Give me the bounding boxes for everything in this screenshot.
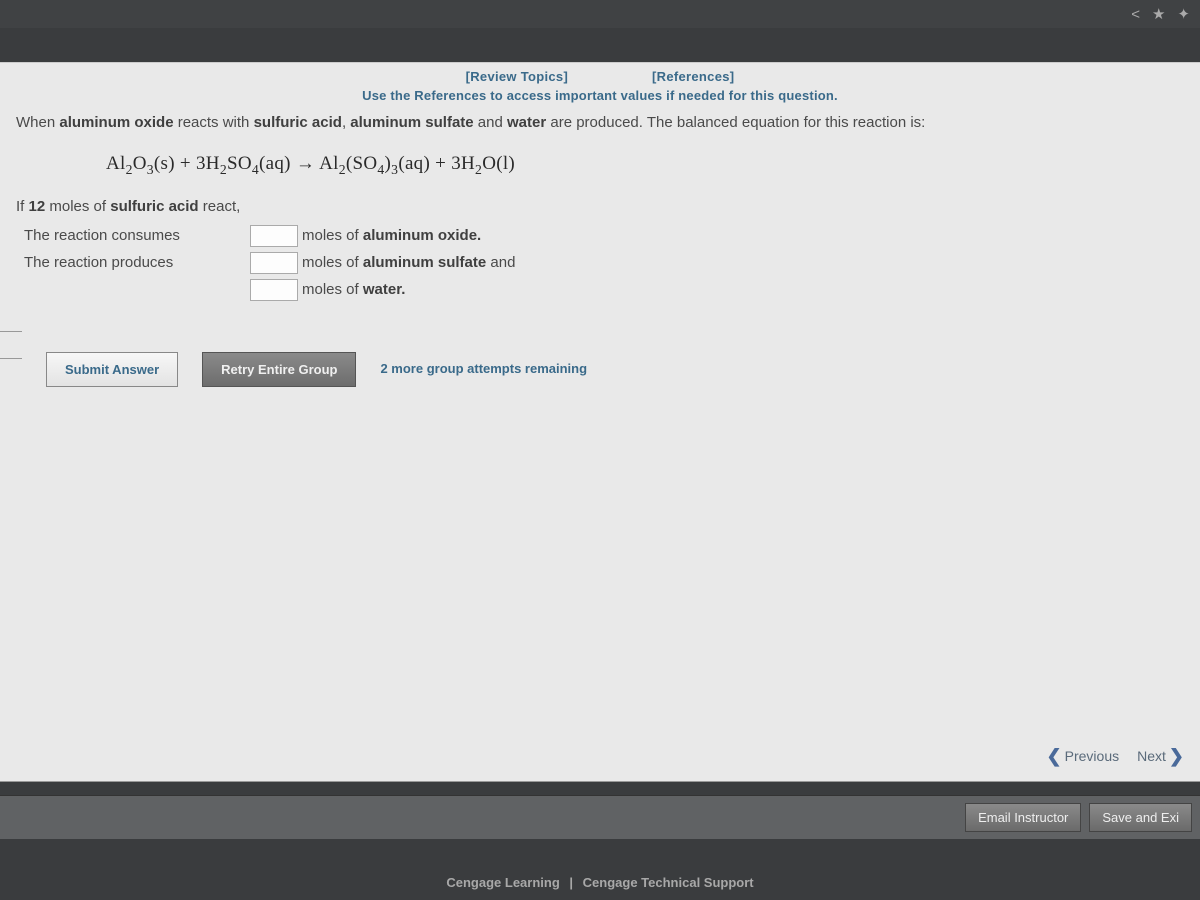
top-links: [Review Topics] [References] xyxy=(0,63,1200,84)
question-intro: When aluminum oxide reacts with sulfuric… xyxy=(16,111,1184,135)
references-link[interactable]: [References] xyxy=(652,69,734,84)
footer-separator: | xyxy=(569,875,573,890)
aluminum-sulfate-after: moles of aluminum sulfate and xyxy=(302,251,515,275)
bottom-toolbar: Email Instructor Save and Exi xyxy=(0,795,1200,839)
water-input[interactable] xyxy=(250,279,298,301)
review-topics-link[interactable]: [Review Topics] xyxy=(466,69,569,84)
chevron-left-icon: ❮ xyxy=(1047,747,1062,765)
question-condition: If 12 moles of sulfuric acid react, xyxy=(16,195,1184,219)
chevron-right-icon: ❯ xyxy=(1169,747,1184,765)
water-after: moles of water. xyxy=(302,278,405,302)
produces-label: The reaction produces xyxy=(16,251,250,275)
next-button[interactable]: Next ❯ xyxy=(1137,747,1184,765)
retry-group-button[interactable]: Retry Entire Group xyxy=(202,352,356,387)
answer-blanks: The reaction consumes moles of aluminum … xyxy=(16,223,1184,304)
footer-links: Cengage Learning | Cengage Technical Sup… xyxy=(0,875,1200,890)
aluminum-sulfate-input[interactable] xyxy=(250,252,298,274)
cengage-support-link[interactable]: Cengage Technical Support xyxy=(583,875,754,890)
browser-ext-icon[interactable]: ✦ xyxy=(1177,5,1190,23)
question-panel: [Review Topics] [References] Use the Ref… xyxy=(0,62,1200,782)
aluminum-oxide-input[interactable] xyxy=(250,225,298,247)
submit-answer-button[interactable]: Submit Answer xyxy=(46,352,178,387)
save-and-exit-button[interactable]: Save and Exi xyxy=(1089,803,1192,832)
browser-back-icon[interactable]: < xyxy=(1131,6,1140,23)
cengage-learning-link[interactable]: Cengage Learning xyxy=(446,875,559,890)
action-row: Submit Answer Retry Entire Group 2 more … xyxy=(16,352,1184,387)
email-instructor-button[interactable]: Email Instructor xyxy=(965,803,1081,832)
pagination: ❮ Previous Next ❯ xyxy=(1047,747,1184,765)
previous-button[interactable]: ❮ Previous xyxy=(1047,747,1120,765)
browser-top-bar: < ★ ✦ xyxy=(0,0,1200,28)
balanced-equation: Al2O3(s) + 3H2SO4(aq) → Al2(SO4)3(aq) + … xyxy=(106,149,1184,181)
next-label: Next xyxy=(1137,748,1166,764)
aluminum-oxide-after: moles of aluminum oxide. xyxy=(302,224,481,248)
references-instruction: Use the References to access important v… xyxy=(0,88,1200,103)
browser-star-icon[interactable]: ★ xyxy=(1152,5,1165,23)
attempts-remaining: 2 more group attempts remaining xyxy=(380,359,587,380)
previous-label: Previous xyxy=(1065,748,1119,764)
question-body: When aluminum oxide reacts with sulfuric… xyxy=(0,103,1200,387)
consumes-label: The reaction consumes xyxy=(16,224,250,248)
